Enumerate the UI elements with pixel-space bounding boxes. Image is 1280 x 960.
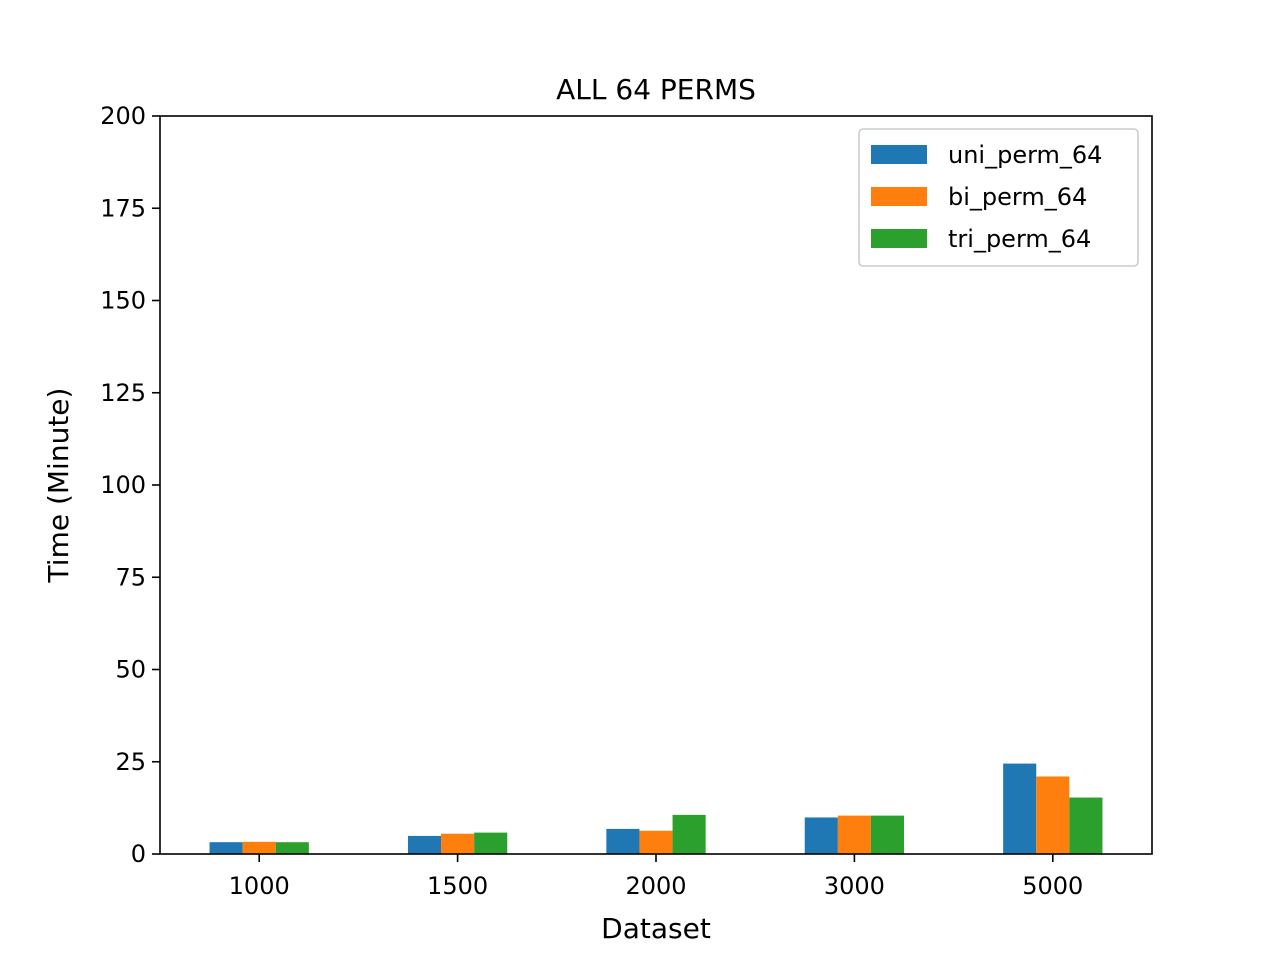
y-tick-label: 175 bbox=[100, 194, 146, 222]
legend-label-bi_perm_64: bi_perm_64 bbox=[948, 183, 1087, 211]
bar-uni_perm_64-1000 bbox=[209, 842, 243, 854]
bar-bi_perm_64-2000 bbox=[639, 830, 673, 854]
y-tick-label: 125 bbox=[100, 379, 146, 407]
x-tick-label: 2000 bbox=[625, 872, 686, 900]
legend-swatch-tri_perm_64 bbox=[871, 229, 927, 248]
x-tick-label: 1000 bbox=[229, 872, 290, 900]
legend-label-tri_perm_64: tri_perm_64 bbox=[948, 225, 1091, 253]
y-axis: 0 25 50 75 100 125 150 175 200 bbox=[100, 102, 160, 868]
plot-frame bbox=[159, 115, 1153, 855]
bar-bi_perm_64-1000 bbox=[242, 841, 276, 854]
y-tick-label: 200 bbox=[100, 102, 146, 130]
x-tick-label: 3000 bbox=[824, 872, 885, 900]
legend: uni_perm_64 bi_perm_64 tri_perm_64 bbox=[858, 128, 1139, 267]
bar-bi_perm_64-5000 bbox=[1036, 776, 1070, 854]
bar-bi_perm_64-3000 bbox=[837, 815, 871, 854]
bar-tri_perm_64-1500 bbox=[474, 832, 508, 854]
y-tick-label: 150 bbox=[100, 287, 146, 315]
legend-box bbox=[858, 128, 1139, 267]
legend-swatch-bi_perm_64 bbox=[871, 187, 927, 206]
bar-tri_perm_64-5000 bbox=[1069, 797, 1103, 854]
y-tick-label: 75 bbox=[115, 563, 146, 591]
y-tick-label: 50 bbox=[115, 656, 146, 684]
y-tick-label: 0 bbox=[131, 840, 146, 868]
x-tick-label: 5000 bbox=[1022, 872, 1083, 900]
y-axis-label: Time (Minute) bbox=[42, 388, 75, 584]
legend-label-uni_perm_64: uni_perm_64 bbox=[948, 141, 1102, 169]
x-axis-label: Dataset bbox=[601, 912, 711, 945]
bar-uni_perm_64-3000 bbox=[804, 817, 838, 854]
bar-uni_perm_64-5000 bbox=[1003, 763, 1037, 854]
y-tick-label: 100 bbox=[100, 471, 146, 499]
y-tick-label: 25 bbox=[115, 748, 146, 776]
bars-group bbox=[209, 763, 1103, 854]
bar-bi_perm_64-1500 bbox=[441, 833, 475, 854]
bar-tri_perm_64-2000 bbox=[672, 814, 706, 854]
x-axis: 1000 1500 2000 3000 5000 bbox=[229, 854, 1083, 900]
chart-title: ALL 64 PERMS bbox=[556, 73, 756, 106]
bar-uni_perm_64-2000 bbox=[606, 828, 640, 854]
x-tick-label: 1500 bbox=[427, 872, 488, 900]
bar-tri_perm_64-1000 bbox=[275, 842, 309, 854]
bar-uni_perm_64-1500 bbox=[407, 835, 442, 854]
bar-tri_perm_64-3000 bbox=[870, 815, 905, 854]
legend-swatch-uni_perm_64 bbox=[871, 145, 927, 164]
